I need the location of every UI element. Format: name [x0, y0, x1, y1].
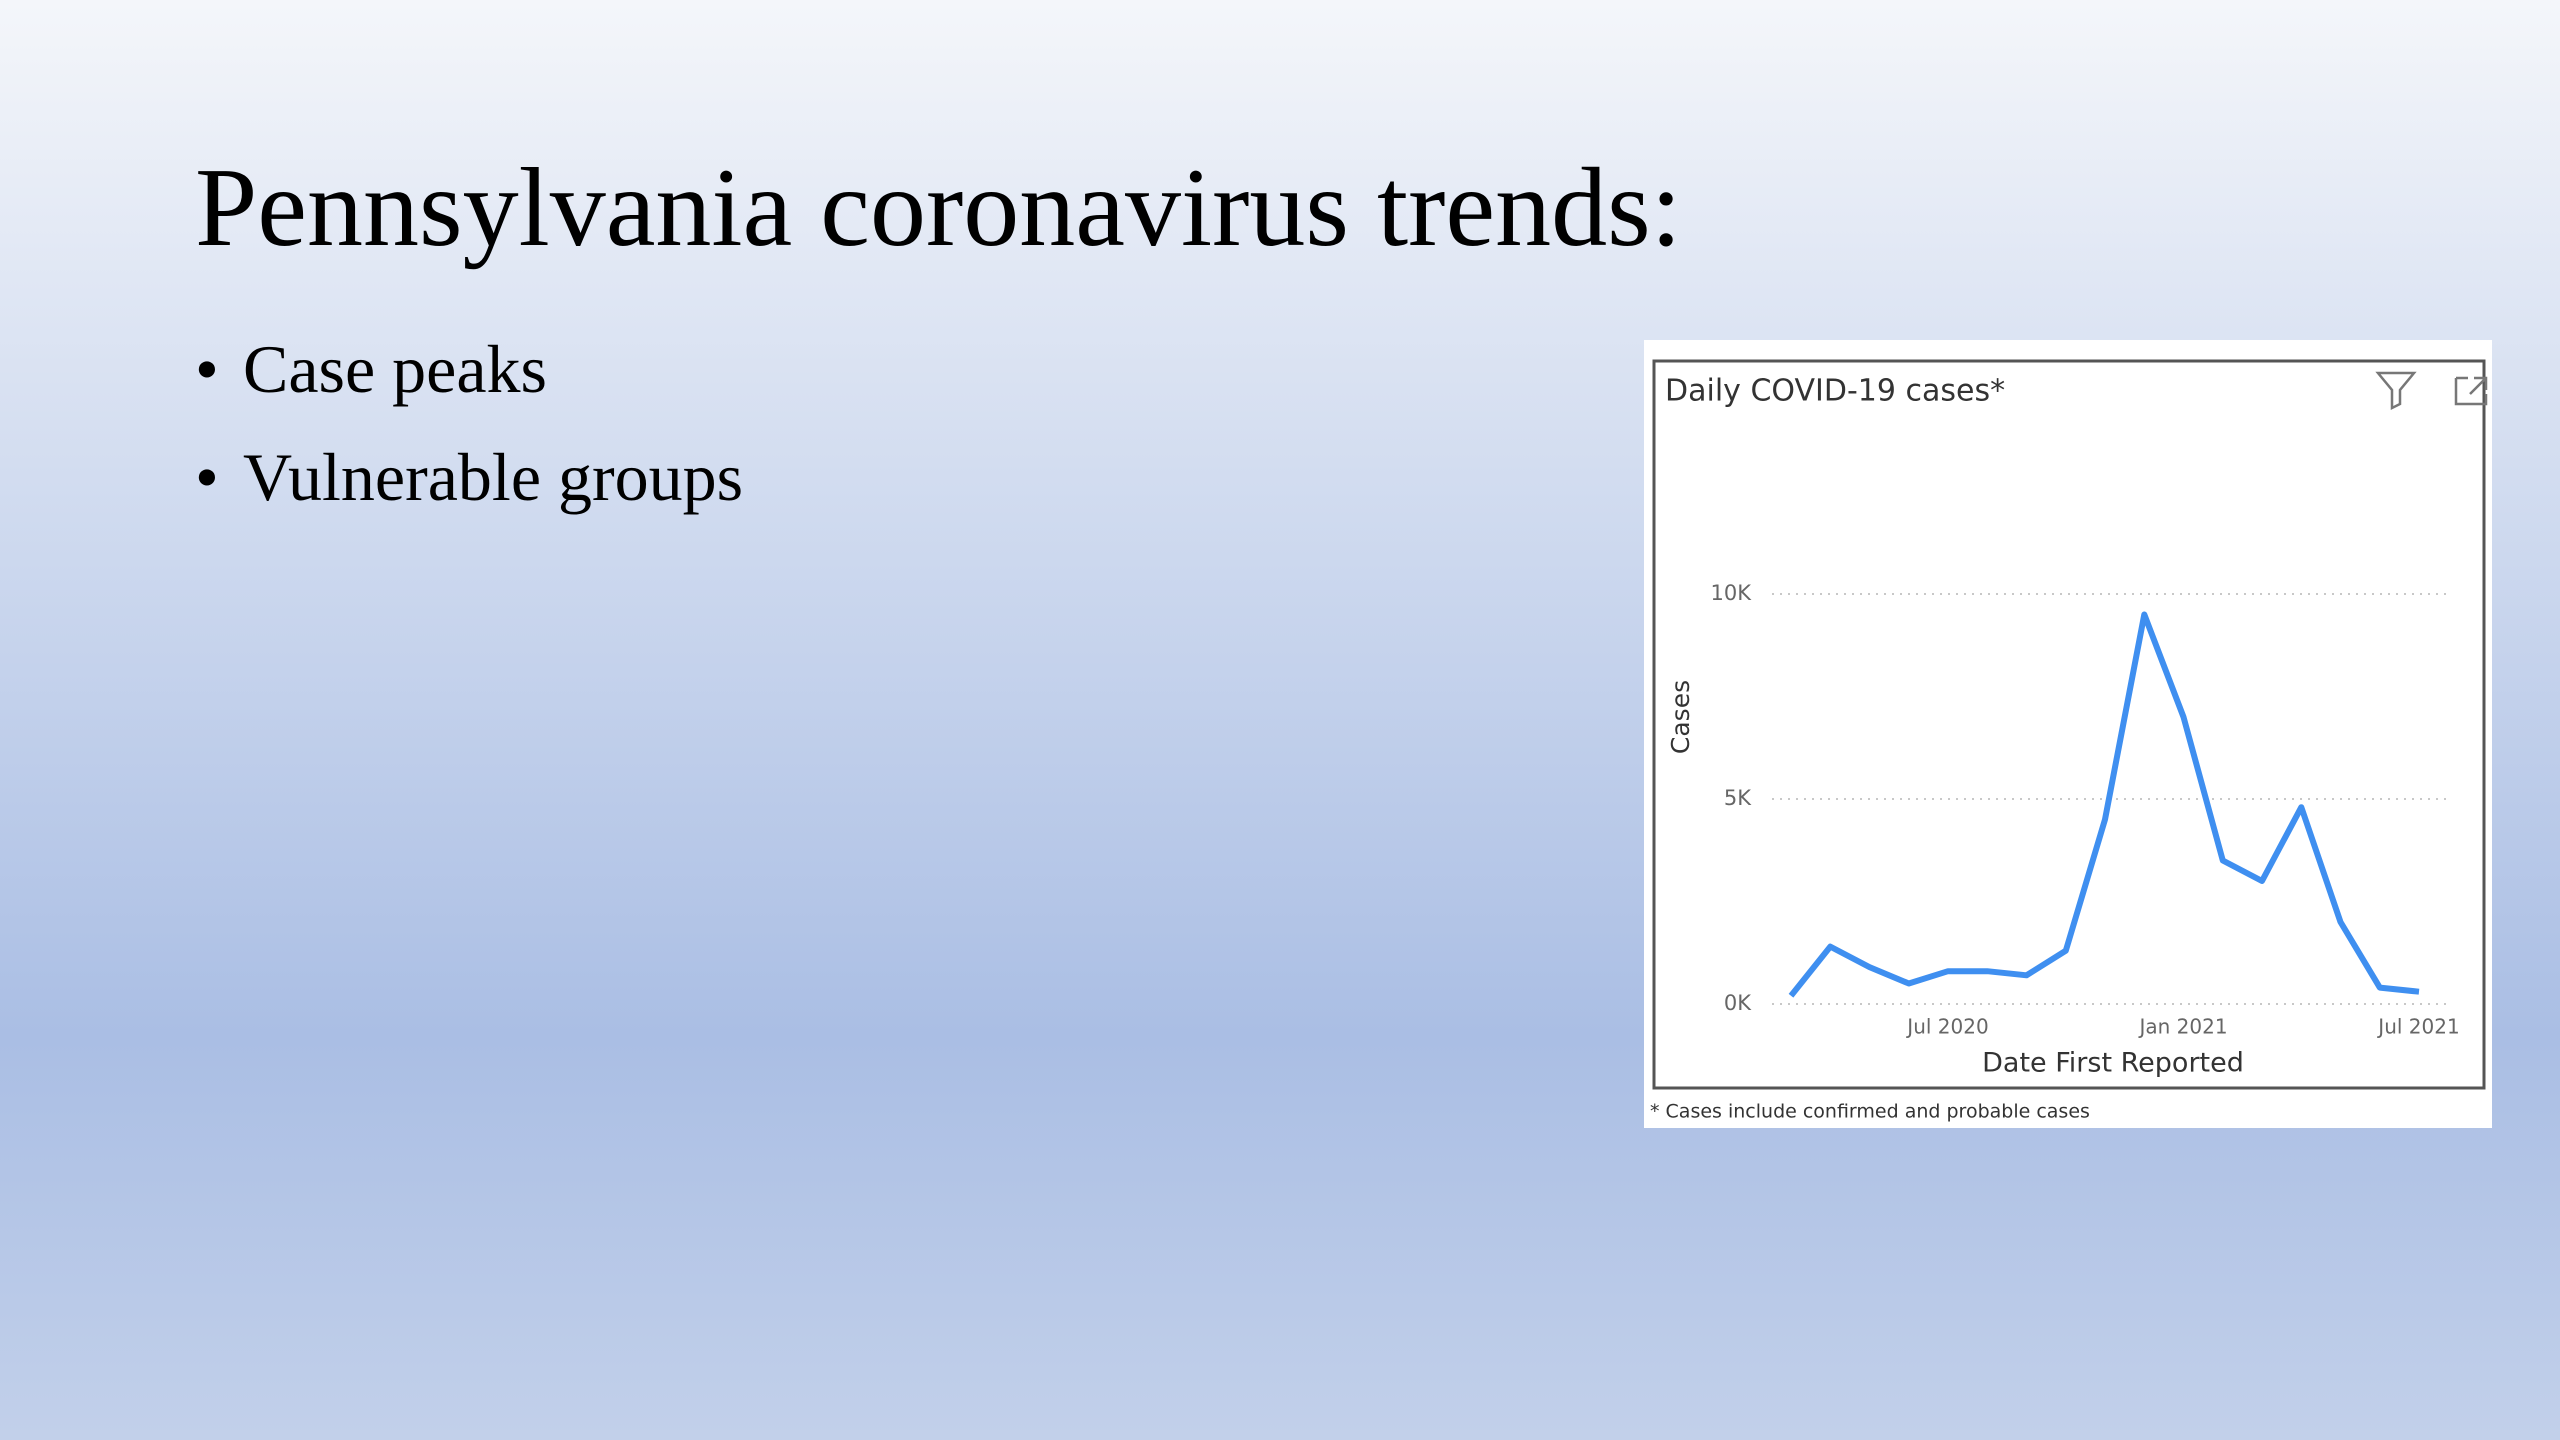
- x-tick-label: Jul 2020: [1905, 1015, 1988, 1039]
- focus-icon[interactable]: [2454, 376, 2488, 406]
- bullet-dot: •: [195, 331, 219, 407]
- card-background: [1644, 340, 2492, 1128]
- chart-title: Daily COVID-19 cases*: [1665, 374, 2005, 409]
- y-axis-label: Cases: [1666, 680, 1695, 754]
- x-axis-label: Date First Reported: [1982, 1048, 2244, 1079]
- x-tick-label: Jan 2021: [2137, 1015, 2227, 1039]
- bullet-dot: •: [195, 439, 219, 515]
- filter-icon[interactable]: [2375, 371, 2417, 411]
- x-tick-label: Jul 2021: [2376, 1015, 2459, 1039]
- chart-note: * Cases include confirmed and probable c…: [1650, 1101, 2090, 1123]
- chart-card: Daily COVID-19 cases* * Cases include co…: [1644, 340, 2492, 1128]
- y-tick-label: 5K: [1724, 786, 1752, 810]
- bullet: Vulnerable groups: [243, 439, 743, 515]
- y-tick-label: 0K: [1724, 991, 1752, 1015]
- data-line: [1788, 611, 2420, 998]
- card-border: [1652, 359, 2486, 1090]
- slide-title: Pennsylvania coronavirus trends:: [195, 146, 1682, 270]
- bullet: Case peaks: [243, 331, 547, 407]
- y-tick-label: 10K: [1711, 581, 1753, 605]
